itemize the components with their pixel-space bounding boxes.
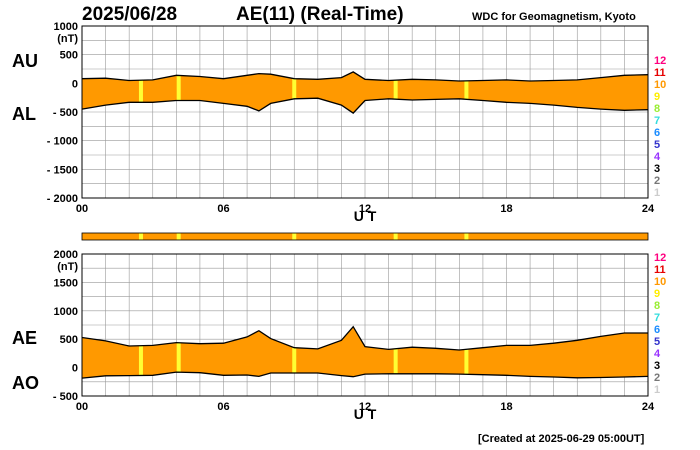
level-4: 4 xyxy=(654,151,661,163)
ae-panel-label: AE xyxy=(12,328,38,348)
level-5: 5 xyxy=(654,139,661,151)
level-10: 10 xyxy=(654,276,667,288)
level-6: 6 xyxy=(654,127,661,139)
x-axis-label: U T xyxy=(354,208,377,224)
data-gap-marker xyxy=(176,75,181,101)
y-tick-label: 1000 xyxy=(54,306,78,318)
level-7: 7 xyxy=(654,115,661,127)
level-10: 10 xyxy=(654,79,667,91)
y-tick-label: 0 xyxy=(72,363,78,375)
x-tick-label: 24 xyxy=(642,203,655,215)
availability-gap-marker xyxy=(176,233,181,240)
y-tick-label: - 500 xyxy=(53,391,78,403)
au-panel-label: AU xyxy=(12,51,38,71)
data-gap-marker xyxy=(176,342,181,373)
level-11: 11 xyxy=(654,67,666,79)
series-line-AL xyxy=(81,97,649,114)
level-3: 3 xyxy=(654,360,661,372)
data-source: WDC for Geomagnetism, Kyoto xyxy=(472,11,636,23)
unit-label: (nT) xyxy=(57,33,78,45)
level-4: 4 xyxy=(654,348,661,360)
x-tick-label: 18 xyxy=(500,203,512,215)
envelope-fill-AE-AO xyxy=(82,326,648,379)
level-12: 12 xyxy=(654,55,667,67)
availability-gap-marker xyxy=(393,233,398,240)
level-6: 6 xyxy=(654,324,661,336)
level-9: 9 xyxy=(654,288,661,300)
y-tick-label: - 1000 xyxy=(47,136,78,148)
series-line-AU xyxy=(81,71,649,82)
level-5: 5 xyxy=(654,336,661,348)
x-tick-label: 00 xyxy=(76,203,88,215)
x-tick-label: 12 xyxy=(359,401,371,413)
series-line-AE xyxy=(81,325,648,351)
x-tick-label: 00 xyxy=(76,401,88,413)
data-gap-marker xyxy=(292,78,297,99)
y-tick-label: 1000 xyxy=(54,21,78,33)
panel-AU-AL: 1000 500 0 - 500 - 1000 - 1500 - 2000 (nT) 00 06 1… xyxy=(47,21,655,224)
level-3: 3 xyxy=(654,163,661,175)
plot-frame xyxy=(81,25,649,199)
level-8: 8 xyxy=(654,103,661,115)
level-12: 12 xyxy=(654,252,667,264)
data-gap-marker xyxy=(393,80,398,100)
series-line-AO xyxy=(81,371,649,379)
activity-level-legend-bottom: 12 11 10 9 8 7 6 5 4 3 2 1 xyxy=(654,252,670,396)
x-tick-label: 24 xyxy=(642,401,655,413)
data-gap-marker xyxy=(393,348,398,374)
al-panel-label: AL xyxy=(12,104,36,124)
ao-panel-label: AO xyxy=(12,373,39,393)
x-tick-label: 18 xyxy=(500,401,512,413)
x-tick-label: 12 xyxy=(359,203,371,215)
y-tick-label: 1500 xyxy=(54,277,78,289)
plot-frame xyxy=(81,253,649,397)
data-gap-marker xyxy=(138,80,143,103)
plot-date: 2025/06/28 xyxy=(82,4,178,25)
availability-gap-marker xyxy=(292,233,297,240)
data-gap-marker xyxy=(464,349,469,375)
level-2: 2 xyxy=(654,175,661,187)
x-tick-label: 06 xyxy=(217,203,229,215)
level-11: 11 xyxy=(654,264,666,276)
unit-label: (nT) xyxy=(57,261,78,273)
y-tick-label: - 1500 xyxy=(47,164,78,176)
activity-level-legend-top: 12 11 10 9 8 7 6 5 4 3 2 1 xyxy=(654,55,670,199)
data-availability-bar xyxy=(81,232,649,241)
created-timestamp: [Created at 2025-06-29 05:00UT] xyxy=(478,433,645,445)
level-9: 9 xyxy=(654,91,661,103)
y-tick-label: 500 xyxy=(60,50,78,62)
x-axis-label: U T xyxy=(354,406,377,422)
y-tick-label: - 2000 xyxy=(47,193,78,205)
y-tick-label: 2000 xyxy=(54,249,78,261)
level-1: 1 xyxy=(654,384,661,396)
level-2: 2 xyxy=(654,372,661,384)
plot-title: AE(11) (Real-Time) xyxy=(236,4,404,25)
availability-gap-marker xyxy=(464,233,469,240)
x-tick-label: 06 xyxy=(217,401,229,413)
y-tick-label: 500 xyxy=(60,334,78,346)
y-tick-label: 0 xyxy=(72,78,78,90)
data-gap-marker xyxy=(292,347,297,373)
level-7: 7 xyxy=(654,312,661,324)
data-gap-marker xyxy=(138,345,143,376)
level-1: 1 xyxy=(654,187,661,199)
panel-AE-AO: 2000 1500 1000 500 0 - 500 (nT) 00 06 12 18 24 U T xyxy=(53,249,655,422)
availability-gap-marker xyxy=(138,233,143,240)
level-8: 8 xyxy=(654,300,661,312)
y-tick-label: - 500 xyxy=(53,107,78,119)
data-gap-marker xyxy=(464,80,469,100)
